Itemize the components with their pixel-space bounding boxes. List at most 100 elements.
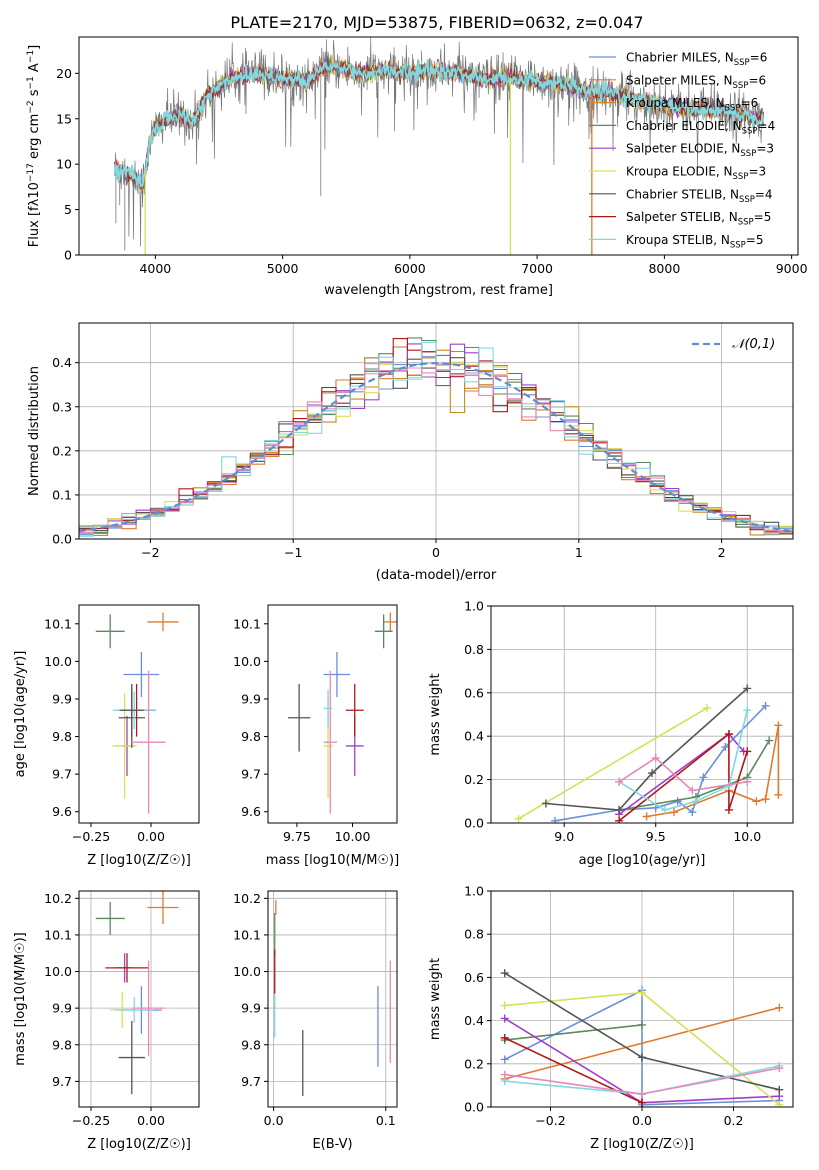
spectrum-legend: Chabrier MILES, NSSP=6 Salpeter MILES, NS… (589, 51, 775, 250)
weight-series-line (504, 989, 780, 1106)
ylabel-part: erg cm (27, 114, 42, 163)
mass_vs_ebv-ytick-label: 10.1 (233, 927, 261, 942)
normal-reference-curve (79, 361, 793, 533)
spectrum-ytick-label: 20 (56, 66, 72, 81)
age_vs_mass-ytick-label: 9.7 (241, 767, 261, 782)
mass_vs_Z-ytick-label: 10.1 (44, 927, 72, 942)
weight_vs_age-xlabel: age [log10(age/yr)] (579, 853, 706, 868)
weight-point-marker (775, 1064, 784, 1073)
age_vs_Z-frame (78, 604, 200, 824)
weight_vs_Z-ytick-label: 0.8 (464, 927, 484, 942)
weight_vs_Z-xlabel: Z [log10(Z/Z☉)] (590, 1137, 694, 1152)
legend-subscript: SSP (738, 218, 754, 228)
spectrum-ytick-label: 5 (64, 202, 72, 217)
mass_vs_Z-ytick-label: 9.8 (52, 1037, 72, 1052)
weight-point-marker (743, 706, 752, 715)
age_vs_mass-xtick-label: 9.75 (283, 829, 311, 844)
spectrum-ytick-label: 15 (56, 111, 72, 126)
legend-subscript: SSP (733, 81, 749, 91)
histogram-step (79, 363, 793, 534)
mass_vs_Z-frame (78, 890, 200, 1108)
weight-point-marker (724, 782, 733, 791)
weight-point-marker (660, 805, 669, 814)
weight-point-marker (500, 1033, 509, 1042)
spectrum-xtick-label: 9000 (776, 261, 808, 276)
weight-point-marker (775, 1085, 784, 1094)
weight-point-marker (688, 808, 697, 817)
age_vs_mass-plot-area (288, 612, 397, 814)
residual_hist-xtick-label: 2 (718, 545, 726, 560)
residual_hist-xtick-label: 0 (432, 545, 440, 560)
weight-point-marker (638, 1053, 646, 1062)
mass_vs_ebv-plot-area (274, 900, 391, 1097)
weight-point-marker (721, 743, 730, 752)
weight-point-marker (761, 795, 770, 804)
weight_vs_Z-ytick-label: 0.6 (464, 970, 484, 985)
weight_vs_Z-panel: −0.2 0.0 0.2 0.0 0.2 0.4 0.6 0.8 1.0 (464, 884, 794, 1128)
weight-series-line (504, 1024, 643, 1041)
spectrum-axes: 4000 5000 6000 7000 8000 9000 0 5 10 15 20 Chabrier… (56, 36, 808, 276)
weight-series-line (618, 732, 748, 822)
residual-ylabel: Normed distribution (27, 366, 42, 496)
age_vs_Z-xlabel: Z [log10(Z/Z☉)] (87, 853, 191, 868)
weight_vs_age-axes: 9.0 9.5 10.0 0.0 0.2 0.4 0.6 0.8 1.0 (464, 599, 794, 844)
age_vs_Z-plot-area (95, 612, 179, 814)
age_vs_mass-ytick-label: 9.9 (241, 691, 261, 706)
legend-label: Salpeter MILES, NSSP=6 (626, 73, 766, 91)
weight-point-marker (775, 1100, 784, 1107)
weight-point-marker (743, 777, 752, 786)
weight_vs_age-xtick-label: 9.5 (646, 829, 666, 844)
weight_vs_Z-ytick-label: 1.0 (464, 884, 484, 899)
weight_vs_Z-xtick-label: 0.0 (632, 1113, 652, 1128)
mass_vs_ebv-ytick-label: 9.9 (241, 1001, 261, 1016)
spectrum-xtick-label: 8000 (648, 261, 680, 276)
weight_vs_age-frame (490, 605, 794, 824)
weight-point-marker (500, 969, 509, 978)
age_vs_mass-xtick-label: 10.00 (335, 829, 371, 844)
spectrum-ytick-label: 0 (64, 248, 72, 263)
model-fit-line (113, 59, 765, 189)
age_vs_mass-ytick-label: 10.1 (233, 616, 261, 631)
weight_vs_age-ylabel: mass weight (428, 673, 443, 755)
age_vs_Z-panel: −0.25 0.00 9.6 9.7 9.8 9.9 10.0 10.1 (44, 604, 200, 844)
mass_vs_ebv-ytick-label: 9.8 (241, 1037, 261, 1052)
age_vs_Z-xtick-label: 0.00 (137, 829, 165, 844)
legend-normal-label: 𝒩(0,1) (732, 337, 775, 352)
legend-nssp: =4 (755, 187, 773, 201)
residual_hist-xtick-label: 1 (575, 545, 583, 560)
spectrum-plot-area (113, 37, 765, 255)
legend-subscript: SSP (734, 58, 750, 68)
spectrum-xtick-label: 5000 (267, 261, 299, 276)
weight-series-line (618, 756, 748, 792)
ylabel-part: ] (27, 45, 42, 50)
age_vs_mass-ytick-label: 9.8 (241, 729, 261, 744)
age_vs_Z-ytick-label: 10.0 (44, 654, 72, 669)
weight_vs_Z-plot-area (500, 969, 784, 1107)
residual_hist-ytick-label: 0.3 (52, 399, 72, 414)
weight_vs_Z-ylabel: mass weight (428, 958, 443, 1040)
legend-nssp: =3 (756, 142, 774, 156)
weight-series-line (618, 710, 748, 811)
weight_vs_age-ytick-label: 0.0 (464, 816, 484, 831)
weight-point-marker (670, 808, 679, 817)
weight-point-marker (775, 1003, 784, 1012)
mass_vs_ebv-ytick-label: 10.2 (233, 891, 261, 906)
weight-point-marker (541, 799, 550, 808)
weight_vs_age-ytick-label: 0.6 (464, 685, 484, 700)
legend-subscript: SSP (733, 172, 749, 182)
mass_vs_ebv-xtick-label: 0.0 (264, 1113, 284, 1128)
mass_vs_ebv-ytick-label: 10.0 (233, 964, 261, 979)
weight-point-marker (500, 1070, 509, 1079)
age_vs_Z-ytick-label: 9.6 (52, 804, 72, 819)
mass_vs_ebv-panel: 0.0 0.1 9.7 9.8 9.9 10.0 10.1 10.2 (233, 890, 398, 1128)
weight_vs_Z-xtick-label: 0.2 (724, 1113, 744, 1128)
mass_vs_Z-xtick-label: −0.25 (72, 1113, 110, 1128)
weight_vs_Z-axes: −0.2 0.0 0.2 0.0 0.2 0.4 0.6 0.8 1.0 (464, 884, 794, 1128)
weight-series-line (504, 1037, 643, 1104)
weight-point-marker (765, 736, 774, 745)
legend-subscript: SSP (742, 126, 758, 136)
weight-point-marker (514, 814, 523, 823)
histogram-step (79, 341, 793, 537)
age_vs_mass-xlabel: mass [log10(M/M☉)] (266, 853, 399, 868)
mass_vs_Z-ylabel: mass [log10(M/M☉)] (13, 932, 28, 1065)
